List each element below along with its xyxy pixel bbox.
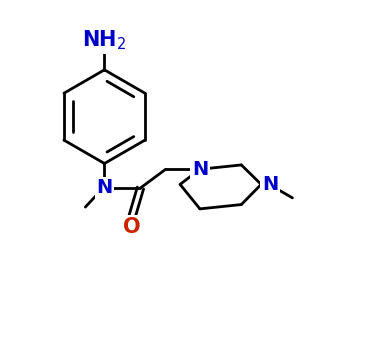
Text: NH$_2$: NH$_2$ xyxy=(82,28,127,52)
Text: N: N xyxy=(96,179,112,197)
Text: N: N xyxy=(192,160,208,179)
Text: N: N xyxy=(262,175,278,194)
Text: O: O xyxy=(123,216,140,237)
